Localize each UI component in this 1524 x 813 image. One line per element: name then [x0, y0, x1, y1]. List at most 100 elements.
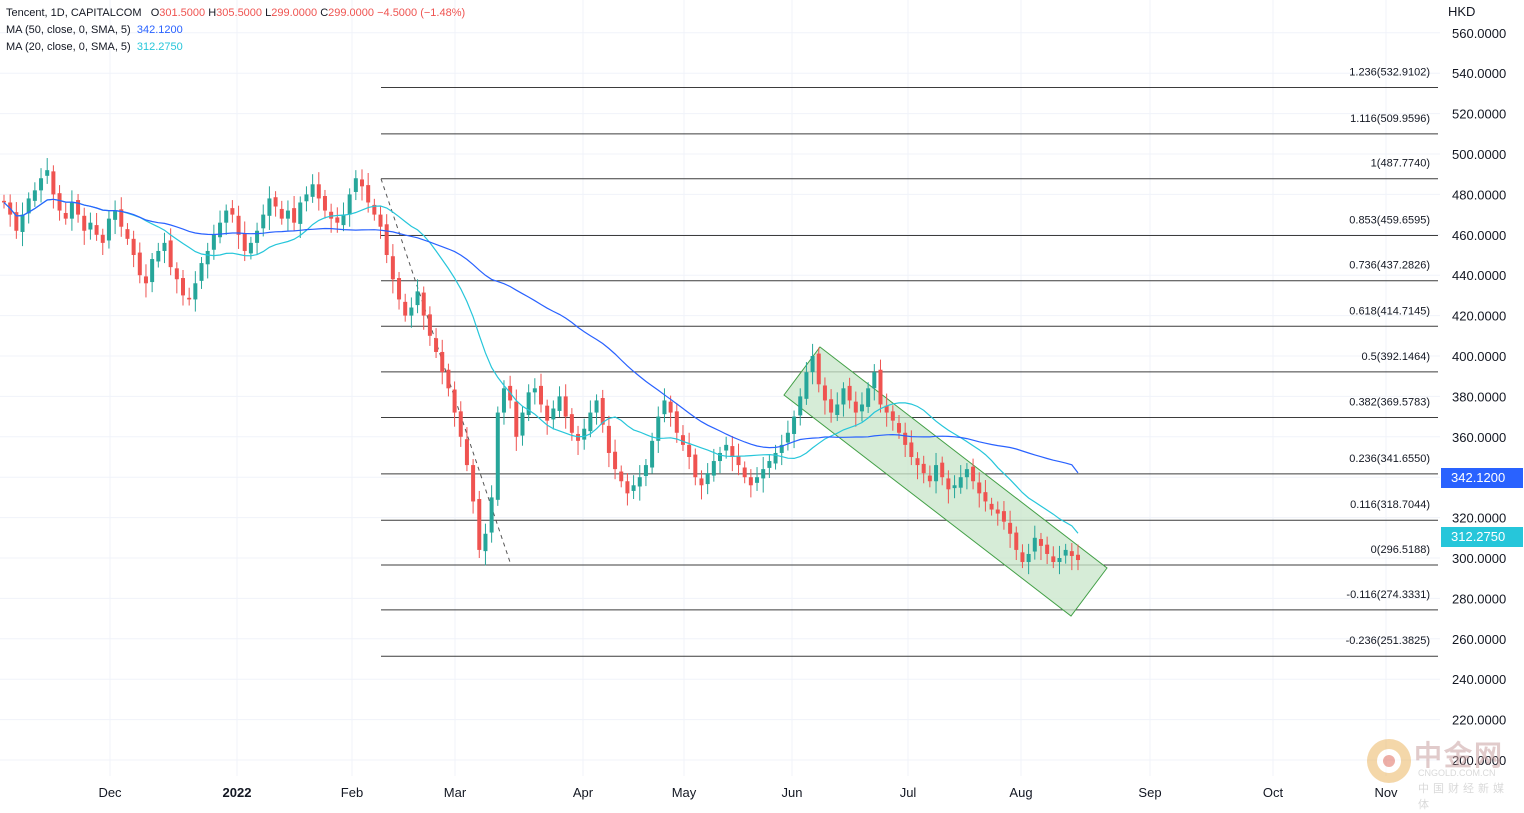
price-tick-label: 200.0000	[1452, 753, 1506, 768]
candle-body	[650, 440, 655, 468]
candle-body	[730, 446, 735, 457]
candle-body	[211, 234, 216, 250]
price-tick-label: 460.0000	[1452, 228, 1506, 243]
candle-body	[779, 444, 784, 453]
candle-body	[236, 215, 241, 235]
descending-channel	[783, 346, 1108, 617]
candle-body	[1045, 544, 1050, 554]
candle-body	[557, 396, 562, 411]
time-tick-label: Apr	[573, 785, 594, 800]
candle-body	[329, 211, 334, 219]
legend-ma20-row[interactable]: MA (20, close, 0, SMA, 5) 312.2750	[6, 39, 465, 56]
time-axis[interactable]: Dec 2022 Feb Mar Apr May Jun Jul Aug Sep Oct Nov	[0, 776, 1440, 808]
candle-body	[1032, 537, 1037, 552]
candle-body	[285, 210, 290, 219]
candle-body	[1076, 554, 1080, 561]
ma20-label[interactable]: MA (20, close, 0, SMA, 5)	[6, 41, 131, 53]
price-tick-label: 280.0000	[1452, 591, 1506, 606]
ma20-value: 312.2750	[136, 41, 183, 53]
price-tick-label: 240.0000	[1452, 672, 1506, 687]
candle-body	[464, 439, 469, 466]
candle-body	[680, 435, 685, 445]
candle-body	[174, 268, 179, 280]
candle-body	[403, 301, 408, 316]
candle-body	[100, 234, 105, 243]
candle-body	[471, 465, 476, 502]
candle-body	[156, 250, 161, 262]
ma50-label[interactable]: MA (50, close, 0, SMA, 5)	[6, 24, 131, 36]
candle-body	[637, 477, 642, 487]
candle-body	[551, 408, 556, 420]
candle-body	[829, 399, 834, 413]
candle-body	[835, 404, 840, 415]
candle-body	[372, 204, 377, 215]
fib-level-label: -0.116(274.3331)	[1346, 589, 1430, 601]
candle-body	[440, 351, 445, 373]
candle-body	[878, 369, 883, 405]
candle-body	[841, 388, 846, 405]
candle-body	[489, 497, 494, 533]
fib-level-label: 0.736(437.2826)	[1349, 260, 1430, 272]
chart-area[interactable]: 1.236(532.9102) 1.116(509.9596) 1(487.7740…	[0, 0, 1440, 776]
currency-label: HKD	[1448, 4, 1476, 19]
candle-body	[748, 477, 753, 486]
legend-ma50-row[interactable]: MA (50, close, 0, SMA, 5) 342.1200	[6, 22, 465, 39]
candle-body	[1026, 553, 1031, 563]
candle-body	[619, 471, 624, 482]
ma20-line	[3, 198, 1079, 534]
symbol-label[interactable]: Tencent, 1D, CAPITALCOM	[6, 7, 142, 19]
candle-body	[792, 416, 797, 434]
candle-body	[1057, 558, 1062, 563]
candle-body	[32, 190, 37, 201]
candle-body	[434, 338, 439, 352]
watermark-url: CNGOLD.COM.CN	[1418, 768, 1496, 778]
price-tick-label: 520.0000	[1452, 107, 1506, 122]
low-value: 299.0000	[271, 7, 318, 19]
candle-body	[366, 185, 371, 203]
candle-body	[279, 208, 284, 219]
candle-body	[582, 428, 587, 440]
price-tick-label: 360.0000	[1452, 430, 1506, 445]
candle-body	[1038, 539, 1043, 546]
low-label: L	[265, 7, 272, 19]
candle-body	[113, 210, 118, 220]
candle-body	[724, 444, 729, 451]
candle-body	[415, 291, 420, 306]
candle-body	[322, 196, 327, 211]
candle-body	[218, 222, 223, 238]
candle-body	[150, 259, 155, 283]
fib-level-label: 1.116(509.9596)	[1350, 113, 1430, 125]
candle-body	[273, 197, 278, 207]
candle-body	[452, 389, 457, 413]
price-chart[interactable]: 1.236(532.9102) 1.116(509.9596) 1(487.7740…	[0, 0, 1440, 776]
candle-body	[859, 404, 864, 412]
candle-body	[705, 473, 710, 485]
candle-body	[971, 466, 976, 482]
high-label: H	[208, 7, 217, 19]
candle-body	[360, 179, 364, 187]
candle-body	[310, 184, 315, 197]
candle-body	[927, 475, 932, 482]
candle-body	[1020, 552, 1025, 563]
candle-body	[668, 401, 673, 413]
candle-body	[594, 400, 599, 413]
time-axis-ticks: Dec 2022 Feb Mar Apr May Jun Jul Aug Sep Oct Nov	[98, 785, 1398, 800]
fib-level-label: 0.5(392.1464)	[1362, 351, 1431, 363]
candle-body	[853, 401, 858, 413]
candle-body	[693, 454, 698, 478]
fib-connector-line	[380, 178, 512, 566]
candle-body	[921, 463, 926, 474]
time-tick-label: Sep	[1138, 785, 1161, 800]
candle-body	[63, 212, 68, 219]
candle-body	[193, 283, 198, 300]
candle-body	[14, 212, 19, 231]
candle-body	[576, 433, 581, 441]
candle-body	[409, 307, 414, 316]
candle-body	[563, 396, 568, 417]
price-axis-ticks: 560.0000 540.0000 520.0000 500.0000 480.0000…	[1452, 26, 1506, 768]
candle-body	[143, 276, 148, 284]
fib-level-label: 0.116(318.7044)	[1350, 499, 1430, 511]
candle-body	[977, 482, 982, 494]
price-axis[interactable]: 560.0000 540.0000 520.0000 500.0000 480.0000…	[1440, 0, 1524, 808]
candle-body	[45, 170, 50, 176]
